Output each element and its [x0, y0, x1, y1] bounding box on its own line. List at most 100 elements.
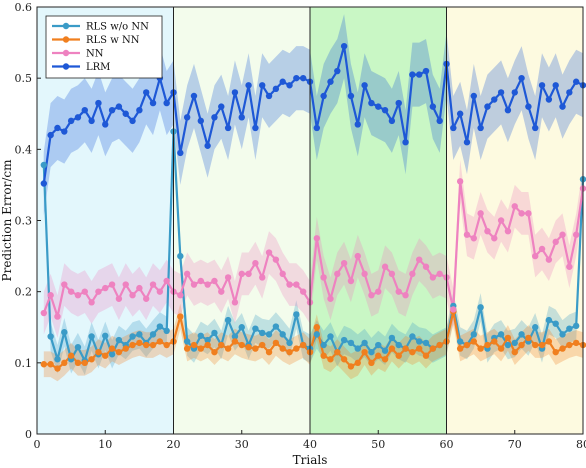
point-rls-w-o-nn [559, 331, 566, 338]
point-rls-w-nn [422, 352, 430, 359]
point-rls-w-nn [88, 356, 95, 363]
point-nn [231, 299, 239, 306]
point-nn [286, 281, 293, 288]
point-rls-w-nn [470, 338, 477, 345]
point-rls-w-o-nn [40, 161, 48, 169]
point-rls-w-nn [368, 359, 375, 367]
point-nn [95, 288, 102, 295]
point-lrm [163, 99, 170, 107]
point-nn [572, 231, 580, 238]
point-lrm [375, 103, 382, 110]
point-lrm [136, 106, 143, 114]
point-rls-w-nn [559, 345, 566, 352]
point-lrm [429, 103, 437, 110]
point-rls-w-nn [279, 345, 286, 352]
point-rls-w-o-nn [293, 311, 300, 318]
point-nn [388, 270, 396, 278]
point-nn [470, 235, 477, 242]
point-nn [518, 210, 525, 217]
y-tick-label: 0.6 [15, 1, 33, 14]
point-rls-w-nn [122, 345, 129, 352]
point-rls-w-nn [286, 348, 293, 356]
point-rls-w-nn [108, 345, 116, 352]
point-nn [368, 292, 375, 299]
point-rls-w-o-nn [416, 338, 423, 345]
point-nn [183, 270, 191, 278]
x-axis-label: Trials [293, 453, 328, 467]
point-lrm [286, 82, 293, 89]
point-rls-w-o-nn [108, 351, 116, 358]
point-rls-w-nn [95, 348, 102, 356]
point-nn [477, 210, 484, 217]
point-rls-w-nn [525, 334, 532, 342]
point-rls-w-o-nn [354, 345, 361, 352]
point-nn [115, 295, 123, 302]
point-rls-w-o-nn [477, 304, 484, 311]
x-tick-label: 20 [167, 438, 181, 451]
point-nn [252, 260, 259, 267]
point-rls-w-nn [299, 341, 307, 349]
point-nn [504, 227, 512, 235]
point-rls-w-o-nn [347, 339, 355, 347]
point-nn [416, 256, 423, 263]
point-lrm [566, 89, 573, 96]
point-rls-w-o-nn [375, 341, 382, 349]
point-rls-w-nn [259, 341, 266, 349]
point-lrm [470, 92, 477, 100]
point-lrm [395, 99, 402, 107]
y-axis-label: Prediction Error/cm [0, 159, 14, 282]
point-lrm [81, 106, 88, 114]
point-rls-w-nn [190, 341, 198, 349]
point-nn [334, 270, 341, 278]
point-nn [211, 277, 218, 285]
point-rls-w-o-nn [456, 338, 464, 345]
point-lrm [74, 114, 82, 121]
point-rls-w-nn [477, 345, 484, 352]
point-nn [265, 249, 273, 256]
point-nn [402, 292, 409, 299]
point-nn [525, 210, 532, 217]
point-lrm [463, 139, 471, 146]
point-rls-w-nn [204, 341, 211, 349]
x-tick-label: 80 [576, 438, 586, 451]
point-rls-w-nn [61, 359, 68, 367]
point-lrm [559, 103, 566, 110]
point-lrm [108, 106, 116, 114]
point-rls-w-o-nn [149, 331, 157, 338]
point-lrm [211, 114, 218, 121]
point-nn [532, 252, 539, 260]
point-rls-w-nn [511, 348, 518, 356]
point-rls-w-nn [115, 348, 123, 356]
point-nn [40, 309, 48, 317]
point-rls-w-o-nn [61, 329, 68, 336]
point-lrm [177, 149, 184, 157]
point-nn [320, 274, 327, 281]
point-lrm [115, 103, 123, 110]
point-nn [67, 288, 75, 295]
point-nn [375, 288, 382, 295]
point-lrm [504, 106, 512, 114]
point-nn [409, 270, 416, 278]
point-rls-w-nn [320, 352, 327, 359]
point-rls-w-nn [388, 345, 396, 352]
point-lrm [552, 82, 559, 89]
x-tick-label: 50 [371, 438, 385, 451]
point-lrm [354, 121, 361, 128]
point-rls-w-nn [545, 338, 553, 345]
point-rls-w-nn [252, 345, 259, 352]
phase-region-2 [173, 7, 310, 434]
point-rls-w-nn [67, 352, 75, 359]
point-rls-w-o-nn [102, 332, 109, 339]
point-rls-w-nn [381, 356, 389, 363]
point-rls-w-o-nn [74, 343, 82, 351]
point-rls-w-o-nn [177, 252, 184, 260]
point-rls-w-nn [238, 341, 245, 349]
point-rls-w-nn [484, 341, 491, 349]
point-nn [88, 299, 95, 306]
point-nn [238, 270, 245, 278]
point-rls-w-o-nn [504, 341, 512, 349]
point-rls-w-nn [218, 341, 225, 349]
point-lrm [327, 78, 334, 85]
point-lrm [511, 89, 518, 96]
